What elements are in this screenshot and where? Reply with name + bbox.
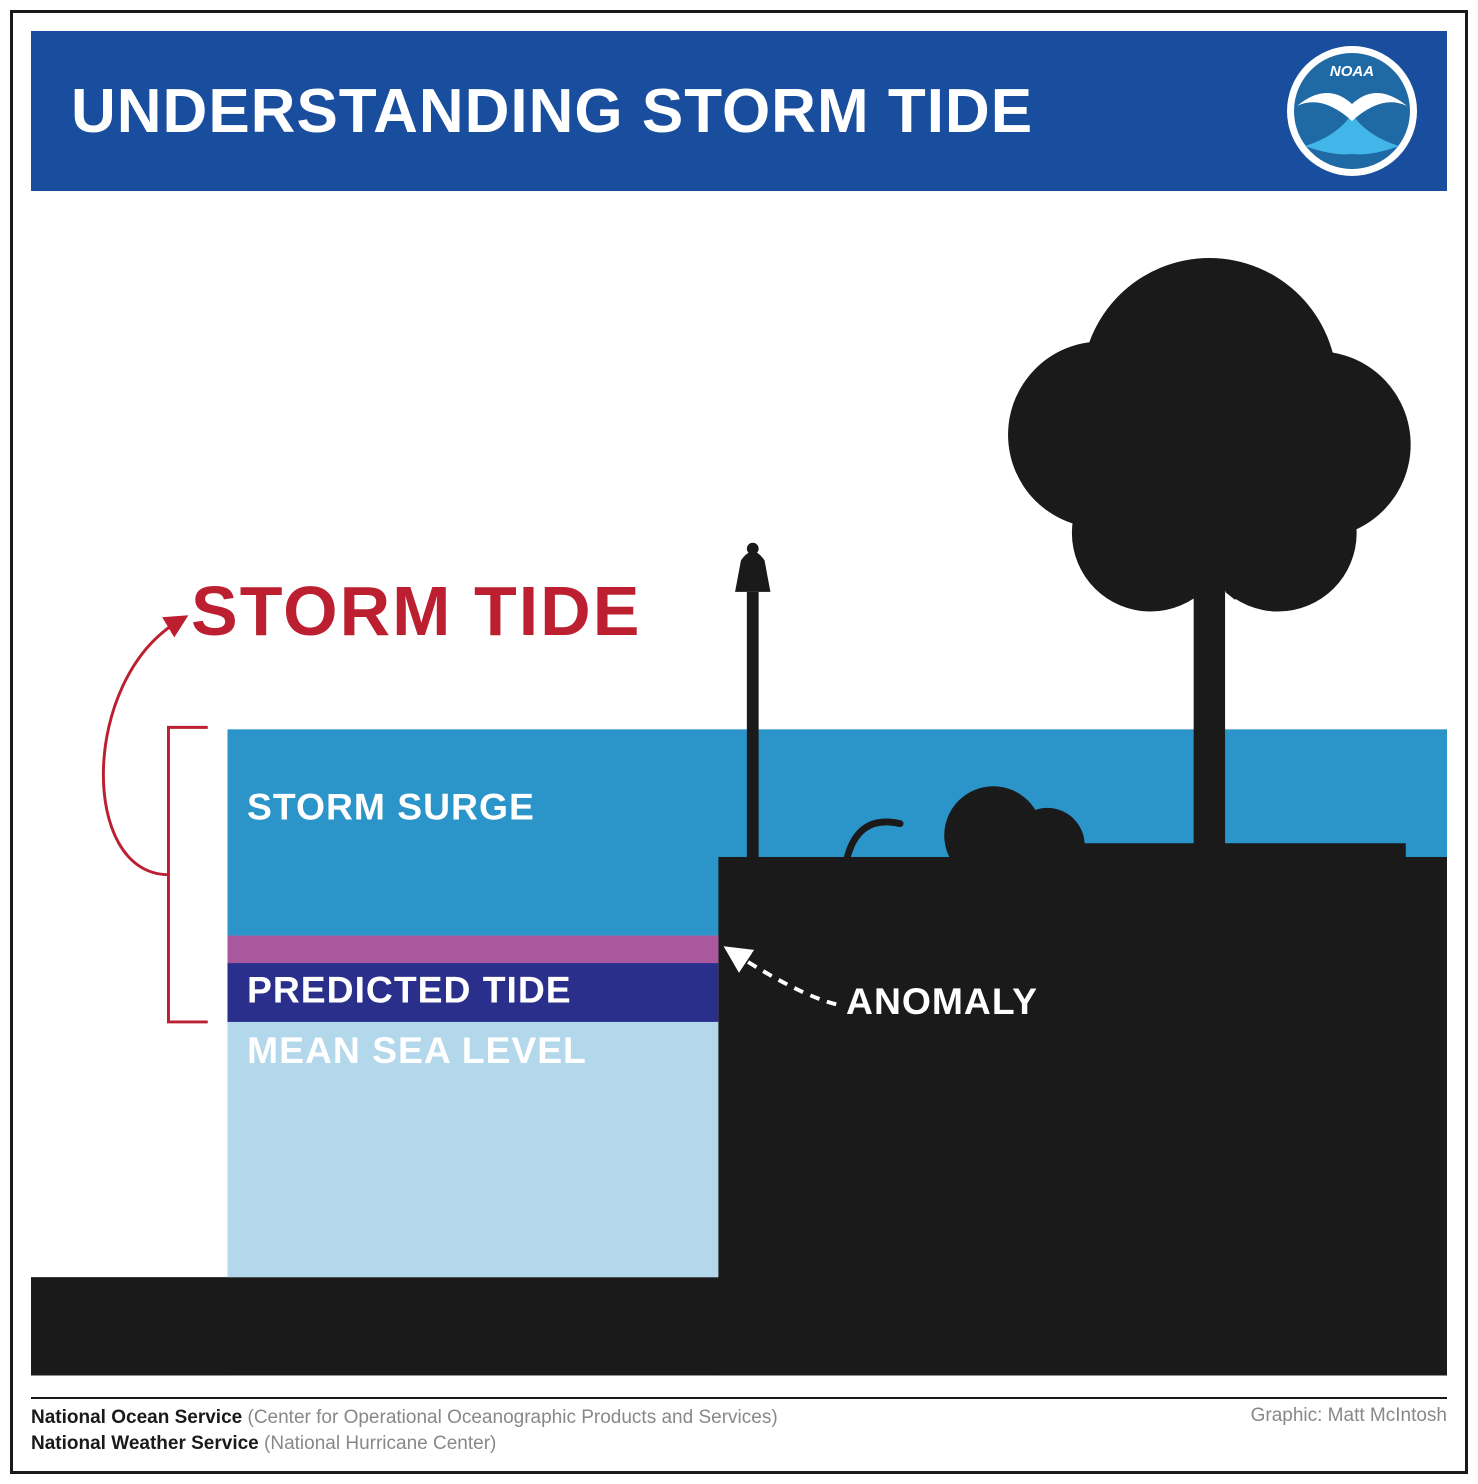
label-storm_surge: STORM SURGE bbox=[247, 786, 535, 828]
lamppost-finial bbox=[747, 543, 759, 555]
diagram-area: STORM SURGEPREDICTED TIDEMEAN SEA LEVEL … bbox=[31, 213, 1447, 1391]
header-title: UNDERSTANDING STORM TIDE bbox=[71, 76, 1033, 147]
lamppost-base bbox=[735, 857, 770, 869]
tree-canopy bbox=[1200, 454, 1357, 611]
footer-line1-bold: National Ocean Service bbox=[31, 1407, 242, 1428]
lamppost-pole bbox=[747, 592, 759, 865]
footer-line-1: National Ocean Service (Center for Opera… bbox=[31, 1405, 778, 1431]
noaa-logo-icon: NOAA bbox=[1287, 46, 1417, 176]
footer-line1-sub: (Center for Operational Oceanographic Pr… bbox=[242, 1407, 777, 1428]
ground-strip bbox=[31, 1277, 1447, 1375]
storm-tide-label: STORM TIDE bbox=[191, 571, 641, 651]
header-bar: UNDERSTANDING STORM TIDE NOAA bbox=[31, 31, 1447, 191]
left-mask bbox=[31, 729, 227, 1277]
footer: National Ocean Service (Center for Opera… bbox=[31, 1397, 1447, 1453]
label-mean_sea_level: MEAN SEA LEVEL bbox=[247, 1029, 587, 1071]
footer-left: National Ocean Service (Center for Opera… bbox=[31, 1405, 778, 1456]
left-ledge bbox=[31, 1277, 227, 1375]
footer-line2-bold: National Weather Service bbox=[31, 1433, 259, 1454]
footer-line-2: National Weather Service (National Hurri… bbox=[31, 1431, 778, 1457]
anomaly-label: ANOMALY bbox=[846, 980, 1038, 1022]
infographic-frame: UNDERSTANDING STORM TIDE NOAA bbox=[10, 10, 1468, 1474]
noaa-text: NOAA bbox=[1330, 63, 1374, 80]
footer-credit: Graphic: Matt McIntosh bbox=[1251, 1405, 1447, 1427]
bush-icon-2 bbox=[1010, 808, 1085, 883]
footer-line2-sub: (National Hurricane Center) bbox=[259, 1433, 497, 1454]
lamppost-lamp bbox=[735, 552, 770, 592]
layer-anomaly_band bbox=[227, 936, 718, 963]
label-predicted_tide: PREDICTED TIDE bbox=[247, 968, 572, 1010]
diagram-svg: STORM SURGEPREDICTED TIDEMEAN SEA LEVEL … bbox=[31, 213, 1447, 1391]
